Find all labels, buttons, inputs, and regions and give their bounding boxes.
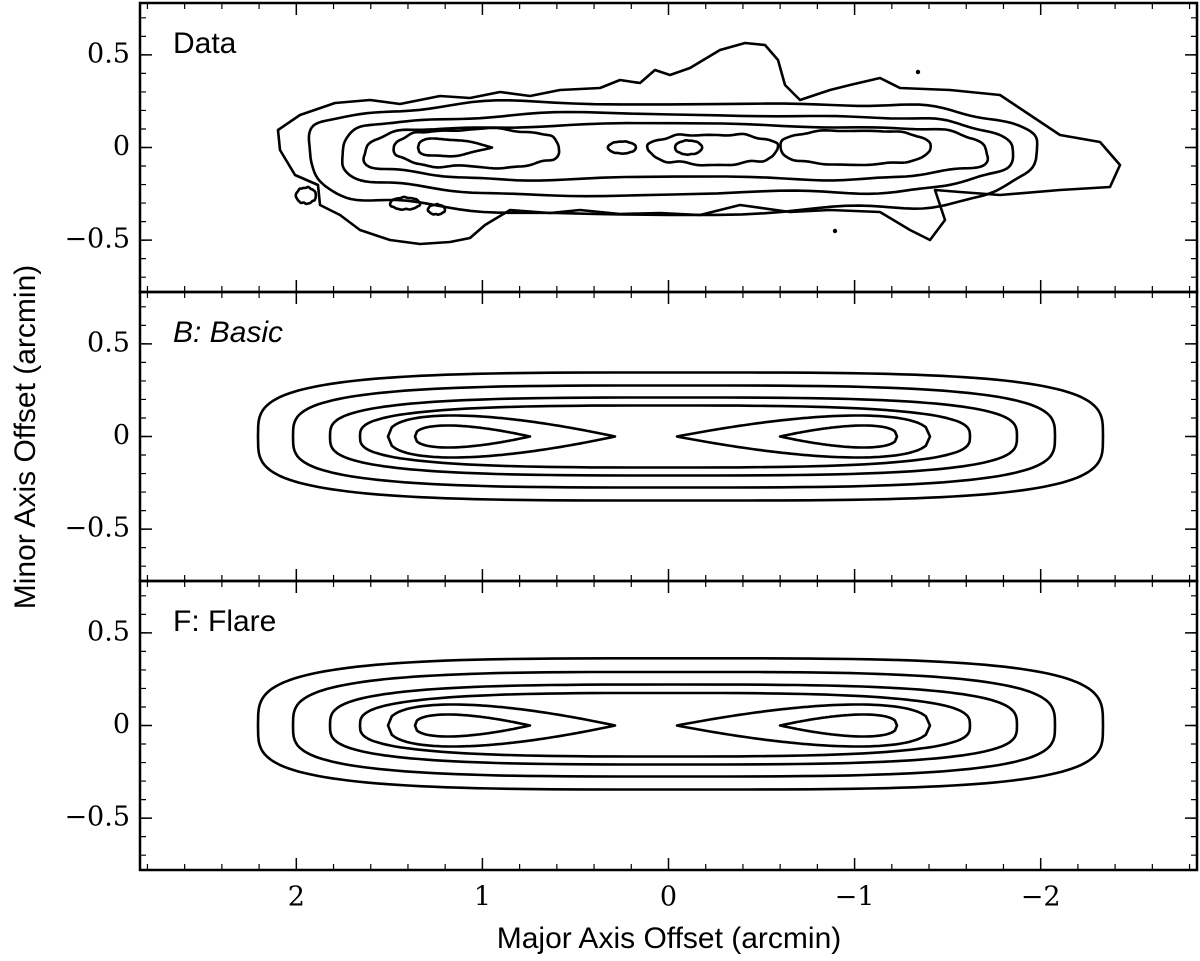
- panel-title: Data: [173, 27, 237, 60]
- y-tick-label: 0: [113, 420, 130, 451]
- x-tick-label: −1: [835, 882, 875, 913]
- panel-frame: [138, 1, 1199, 294]
- contour-dot: [832, 228, 838, 234]
- panel-title: B: Basic: [173, 316, 283, 349]
- contour-line: [291, 384, 1057, 489]
- contour-line: [256, 371, 1105, 502]
- panel-frame: [138, 290, 1199, 583]
- contour-line: [675, 703, 932, 748]
- x-tick-label: 2: [288, 882, 305, 913]
- contour-line: [778, 713, 899, 738]
- y-tick-label: 0: [113, 709, 130, 740]
- contour-line: [778, 424, 899, 449]
- contour-line: [256, 657, 1105, 791]
- contour-line: [362, 121, 990, 182]
- y-tick-label: −0.5: [64, 802, 130, 833]
- contour-line: [328, 683, 1019, 766]
- y-tick-label: 0.5: [87, 327, 130, 358]
- contour-line: [606, 140, 638, 155]
- contour-line: [673, 139, 704, 156]
- contour-line: [392, 126, 561, 170]
- contour-line: [358, 404, 972, 469]
- contour-line: [426, 202, 447, 216]
- contour-line: [358, 691, 972, 758]
- contour-line: [386, 703, 617, 748]
- x-tick-label: −2: [1021, 882, 1061, 913]
- y-tick-label: 0: [113, 131, 130, 162]
- contour-line: [341, 110, 1015, 198]
- y-tick-label: −0.5: [64, 513, 130, 544]
- contour-line: [413, 424, 532, 449]
- x-tick-label: 1: [474, 882, 491, 913]
- contour-line: [779, 129, 932, 167]
- panel-title: F: Flare: [173, 605, 276, 638]
- x-tick-label: 0: [660, 882, 677, 913]
- y-tick-label: 0.5: [87, 38, 130, 69]
- contour-line: [328, 396, 1019, 477]
- y-tick-label: 0.5: [87, 616, 130, 647]
- x-axis-label: Major Axis Offset (arcmin): [497, 922, 842, 955]
- contour-line: [645, 132, 780, 167]
- contour-line: [413, 713, 532, 738]
- contour-line: [386, 414, 617, 459]
- contour-dot: [915, 69, 921, 75]
- contour-line: [276, 41, 1122, 246]
- contour-line: [416, 137, 494, 158]
- contour-line: [307, 99, 1039, 217]
- contour-line: [388, 195, 422, 211]
- panel-frame: [138, 579, 1199, 872]
- y-axis-label: Minor Axis Offset (arcmin): [9, 265, 42, 610]
- contour-line: [291, 670, 1057, 778]
- contour-line: [675, 414, 932, 459]
- contour-line: [294, 185, 318, 206]
- y-tick-label: −0.5: [64, 224, 130, 255]
